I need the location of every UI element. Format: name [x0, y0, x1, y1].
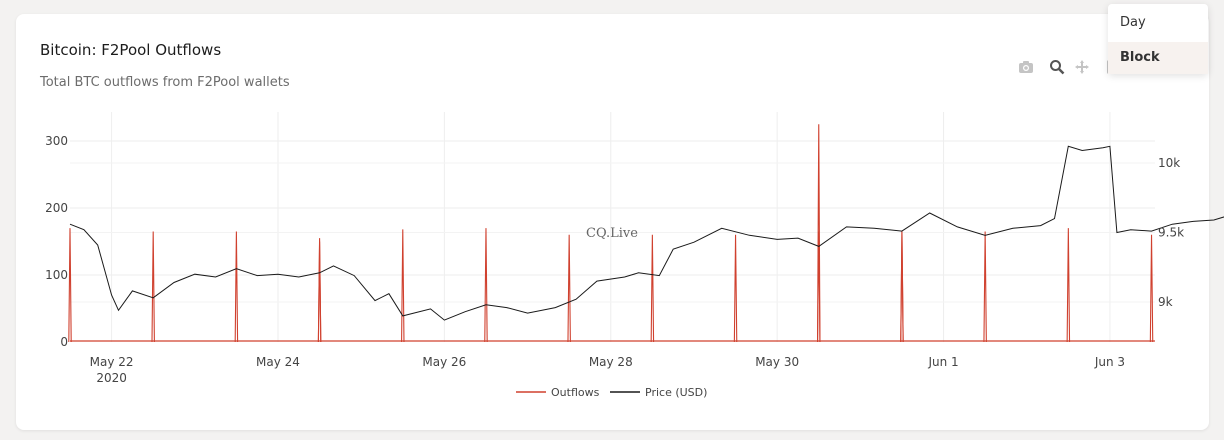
- x-tick-label: May 24: [256, 355, 300, 369]
- y-right-tick-label: 10k: [1158, 156, 1180, 170]
- outflow-spike: [1066, 228, 1071, 343]
- y-right-tick-label: 9k: [1158, 295, 1173, 309]
- outflow-spike: [567, 234, 571, 343]
- watermark: CQ.Live: [586, 226, 638, 241]
- series-outflows: [68, 124, 1155, 343]
- outflow-spike: [733, 234, 738, 343]
- outflow-spike: [817, 124, 821, 343]
- outflow-spike: [484, 228, 488, 343]
- chart-card: Bitcoin: F2Pool Outflows Total BTC outfl…: [16, 14, 1209, 430]
- resolution-option-block[interactable]: Block: [1108, 42, 1208, 74]
- x-tick-label: Jun 1: [927, 355, 958, 369]
- x-tick-label: May 26: [422, 355, 466, 369]
- price-line: [69, 145, 1224, 321]
- outflow-spike: [317, 241, 322, 343]
- outflow-spike: [151, 231, 155, 343]
- chart-title: Bitcoin: F2Pool Outflows: [40, 41, 222, 59]
- chart-legend: Outflows Price (USD): [516, 386, 707, 399]
- outflow-spike: [401, 229, 405, 343]
- x-tick-year: 2020: [96, 371, 127, 385]
- y-left-tick-label: 200: [45, 201, 68, 215]
- y-right-tick-label: 9.5k: [1158, 226, 1184, 240]
- chart-subtitle: Total BTC outflows from F2Pool wallets: [40, 75, 290, 90]
- x-tick-label: Jun 3: [1094, 355, 1125, 369]
- resolution-menu: Day Block: [1108, 4, 1208, 74]
- legend-label-outflows: Outflows: [551, 386, 600, 399]
- y-left-tick-label: 300: [45, 134, 68, 148]
- outflow-spike: [983, 231, 987, 343]
- chart-axes: May 22 May 24 May 26 May 28 May 30 Jun 1 Jun 3…: [45, 134, 1184, 385]
- x-tick-label: May 28: [589, 355, 633, 369]
- camera-icon[interactable]: [1017, 58, 1035, 76]
- pan-icon[interactable]: [1073, 58, 1091, 76]
- y-left-tick-label: 0: [60, 335, 68, 349]
- x-tick-label: May 22: [90, 355, 134, 369]
- outflow-spike: [234, 231, 239, 343]
- legend-label-price: Price (USD): [645, 386, 707, 399]
- zoom-icon[interactable]: [1048, 58, 1066, 76]
- series-price: [69, 145, 1224, 321]
- y-left-tick-label: 100: [45, 268, 68, 282]
- outflow-spike: [900, 231, 904, 343]
- outflow-spike: [650, 234, 655, 343]
- outflow-spike: [1149, 234, 1154, 343]
- outflow-spike: [68, 228, 72, 343]
- x-tick-label: May 30: [755, 355, 799, 369]
- resolution-option-day[interactable]: Day: [1120, 15, 1146, 30]
